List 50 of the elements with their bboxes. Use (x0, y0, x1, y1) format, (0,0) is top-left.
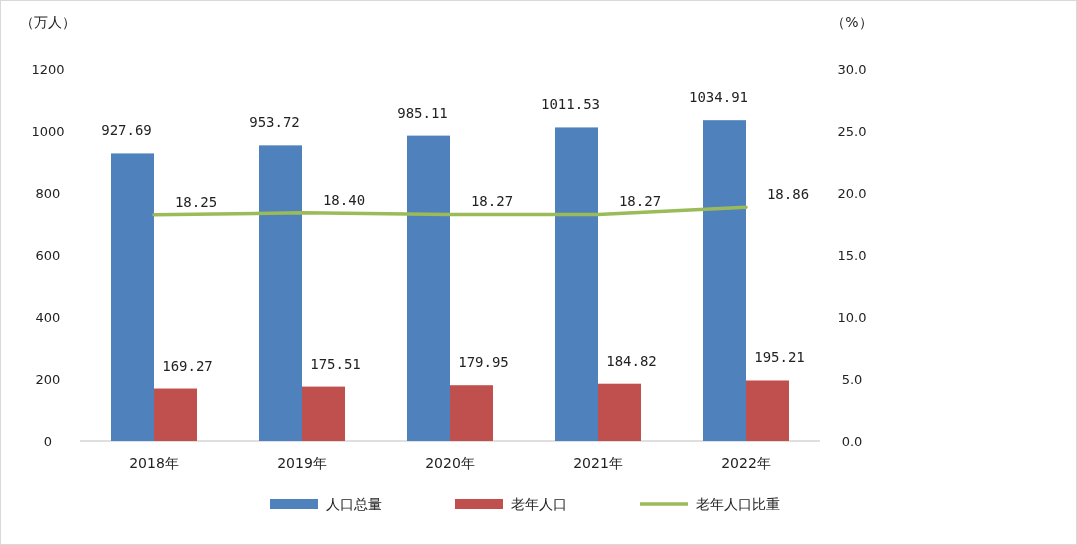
data-label: 985.11 (397, 104, 448, 121)
y2-tick-label: 25.0 (837, 124, 867, 139)
y-tick-label: 1000 (31, 124, 65, 139)
y2-tick-label: 10.0 (837, 310, 867, 325)
data-label: 175.51 (310, 355, 361, 372)
data-label: 18.86 (766, 186, 810, 203)
bar (450, 385, 493, 441)
line-series (152, 205, 748, 217)
y-tick-label: 600 (35, 248, 61, 263)
bar (407, 135, 450, 441)
data-label: 953.72 (249, 114, 300, 131)
y-tick-label: 1200 (31, 62, 65, 77)
y2-tick-label: 20.0 (837, 186, 867, 201)
y2-axis-title: （%） (831, 14, 873, 30)
bar (703, 120, 746, 441)
x-tick-label: 2019年 (277, 455, 327, 471)
bar (111, 153, 154, 441)
bar (302, 386, 345, 441)
data-label: 195.21 (754, 349, 805, 366)
data-label: 169.27 (162, 357, 213, 374)
data-label: 18.40 (322, 191, 366, 208)
data-label: 184.82 (606, 352, 657, 369)
data-label: 18.27 (470, 193, 514, 210)
y-tick-label: 200 (35, 372, 61, 387)
data-label: 1011.53 (540, 96, 601, 113)
data-label: 927.69 (101, 122, 152, 139)
y-tick-label: 0 (43, 434, 53, 449)
legend-label: 老年人口比重 (696, 496, 780, 512)
data-label: 179.95 (458, 354, 509, 371)
bar (746, 380, 789, 441)
y2-tick-label: 5.0 (841, 372, 863, 387)
data-label: 18.27 (618, 193, 662, 210)
legend-label: 人口总量 (326, 496, 382, 512)
data-label: 1034.91 (688, 89, 749, 106)
y2-tick-label: 30.0 (837, 62, 867, 77)
bar (555, 127, 598, 441)
legend-label: 老年人口 (511, 496, 567, 512)
x-tick-label: 2021年 (573, 455, 623, 471)
y2-tick-label: 0.0 (841, 434, 863, 449)
bar (259, 145, 302, 441)
y-tick-label: 400 (35, 310, 61, 325)
bar (598, 383, 641, 441)
y-axis-title: （万人） (20, 14, 76, 30)
y2-tick-label: 15.0 (837, 248, 867, 263)
bar (154, 388, 197, 441)
y-tick-label: 800 (35, 186, 61, 201)
x-tick-label: 2020年 (425, 455, 475, 471)
data-label: 18.25 (174, 193, 218, 210)
x-tick-label: 2022年 (721, 455, 771, 471)
x-tick-label: 2018年 (129, 455, 179, 471)
